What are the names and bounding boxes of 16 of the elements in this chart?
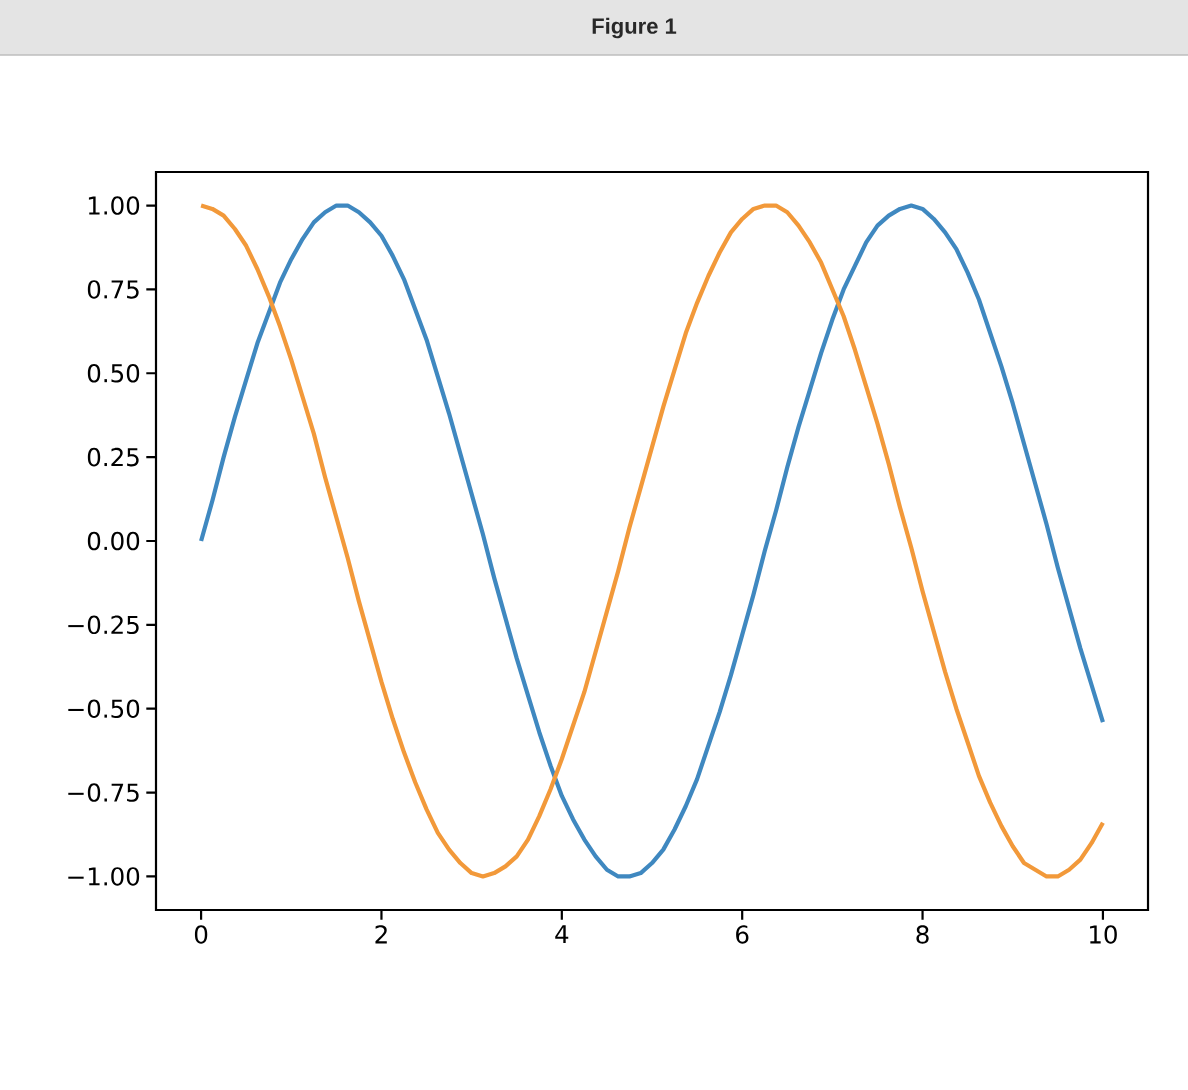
chart-title: Figure 1: [592, 17, 677, 39]
y-tick-label: 1.00: [88, 196, 140, 215]
x-tick-label: 4: [555, 925, 569, 944]
y-tick-label: −1.00: [68, 867, 140, 886]
y-tick-label: 0.75: [87, 280, 139, 299]
x-tick-label: 8: [916, 925, 929, 944]
x-tick-label: 2: [375, 925, 387, 944]
y-tick-label: −0.75: [68, 783, 139, 802]
y-tick-label: 0.00: [87, 531, 140, 551]
y-tick-label: −0.50: [68, 699, 140, 718]
x-tick-label: 6: [736, 925, 749, 944]
y-tick-label: 0.50: [87, 364, 140, 383]
x-tick-label: 10: [1090, 925, 1117, 944]
y-tick-label: 0.25: [87, 447, 139, 467]
y-tick-label: −0.25: [68, 615, 139, 635]
x-tick-label: 0: [194, 925, 208, 944]
